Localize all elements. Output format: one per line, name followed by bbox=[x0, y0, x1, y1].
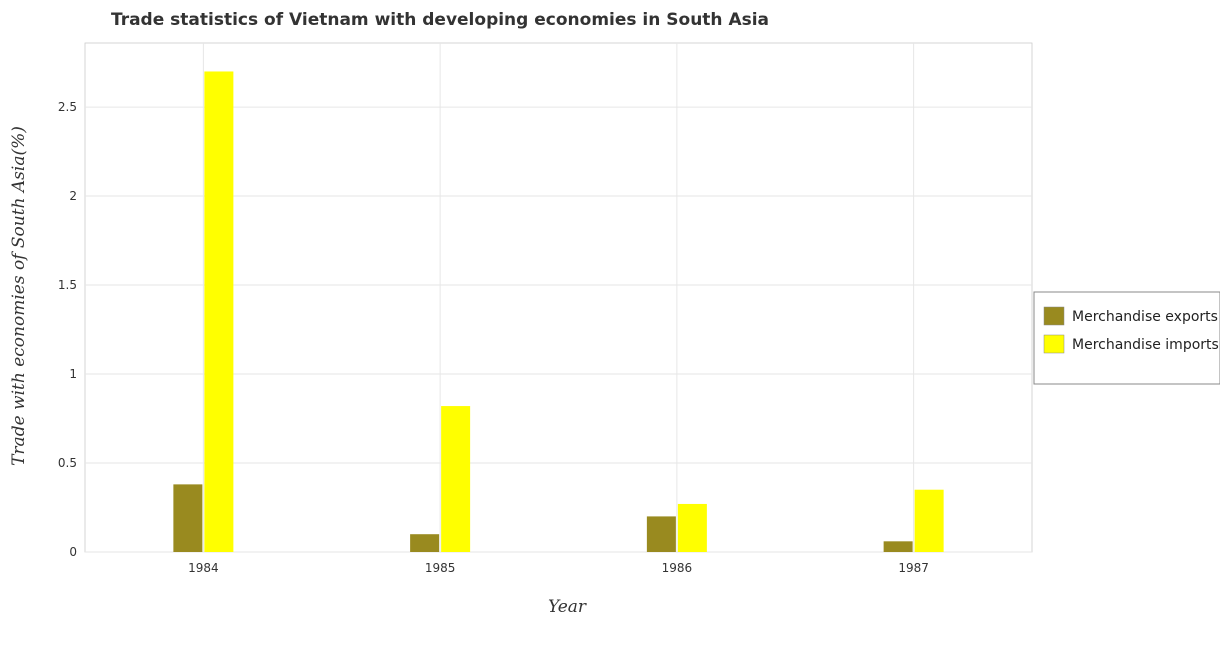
legend-box bbox=[1033, 291, 1220, 385]
grid bbox=[84, 42, 1033, 553]
bar-exports-1984 bbox=[173, 484, 203, 552]
legend-swatch bbox=[1043, 334, 1065, 354]
legend-label: Merchandise exports bbox=[1072, 309, 1218, 325]
legend-swatch bbox=[1043, 306, 1065, 326]
x-tick-label: 1986 bbox=[662, 561, 693, 575]
y-tick-label: 2.5 bbox=[58, 100, 77, 114]
y-tick-label: 2 bbox=[69, 189, 77, 203]
bar-exports-1985 bbox=[410, 534, 440, 552]
bars bbox=[173, 71, 944, 552]
y-tick-label: 0 bbox=[69, 545, 77, 559]
legend-label: Merchandise imports bbox=[1072, 337, 1219, 353]
x-tick-label: 1987 bbox=[898, 561, 929, 575]
x-tick-label: 1985 bbox=[425, 561, 456, 575]
y-axis-label: Trade with economies of South Asia(%) bbox=[9, 126, 29, 466]
bar-exports-1987 bbox=[883, 541, 913, 552]
legend: Merchandise exports Merchandise imports bbox=[1033, 291, 1220, 385]
y-tick-label: 0.5 bbox=[58, 456, 77, 470]
y-tick-label: 1 bbox=[69, 367, 77, 381]
bar-imports-1984 bbox=[204, 71, 234, 552]
bar-exports-1986 bbox=[646, 516, 676, 552]
chart-title: Trade statistics of Vietnam with develop… bbox=[111, 10, 769, 30]
bar-imports-1987 bbox=[914, 489, 944, 552]
bar-imports-1985 bbox=[441, 406, 471, 552]
axes: 0 0.5 1 1.5 2 2.5 1984 1985 1986 1987 bbox=[58, 100, 929, 575]
x-axis-label: Year bbox=[548, 597, 587, 617]
bar-imports-1986 bbox=[677, 503, 707, 552]
y-tick-label: 1.5 bbox=[58, 278, 77, 292]
x-tick-label: 1984 bbox=[188, 561, 219, 575]
